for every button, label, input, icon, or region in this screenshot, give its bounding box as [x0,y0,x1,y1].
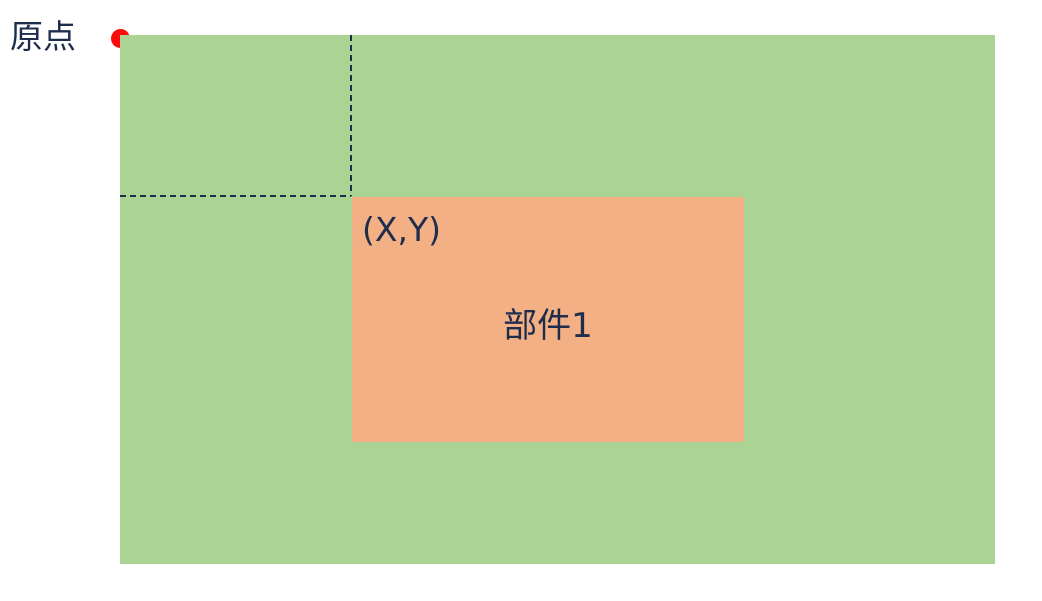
widget-box [352,197,744,442]
widget-coordinate-label: (X,Y) [362,210,442,249]
widget-label: 部件1 [503,306,593,346]
origin-label: 原点 [10,17,76,56]
